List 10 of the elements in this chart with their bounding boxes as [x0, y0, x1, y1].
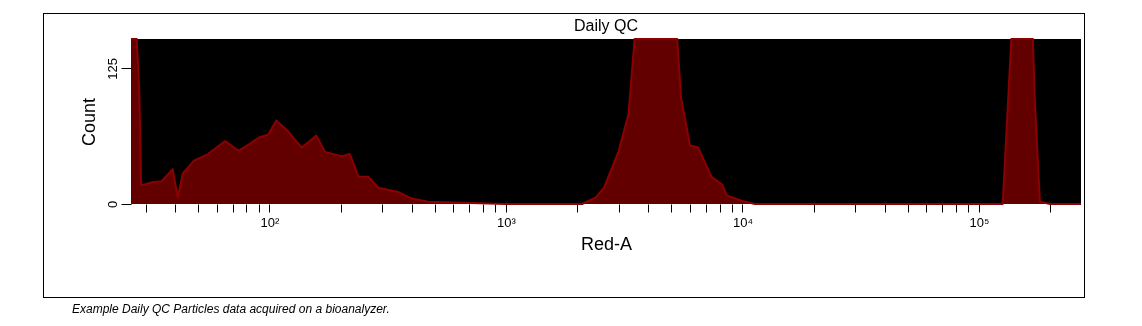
- x-tick-label: 10⁵: [969, 214, 990, 230]
- chart-title: Daily QC: [573, 17, 639, 34]
- y-tick-label: 125: [104, 57, 120, 80]
- text: Example Daily QC Particles data acquired on a bioanalyzer.: [72, 302, 390, 316]
- x-tick-label: 10⁴: [732, 214, 753, 230]
- y-tick-label: 0: [104, 200, 120, 209]
- x-axis-title: Red-A: [580, 233, 633, 254]
- x-tick-label: 10²: [260, 214, 280, 230]
- y-axis-title: Count: [78, 97, 99, 147]
- x-tick-label: 10³: [497, 214, 517, 230]
